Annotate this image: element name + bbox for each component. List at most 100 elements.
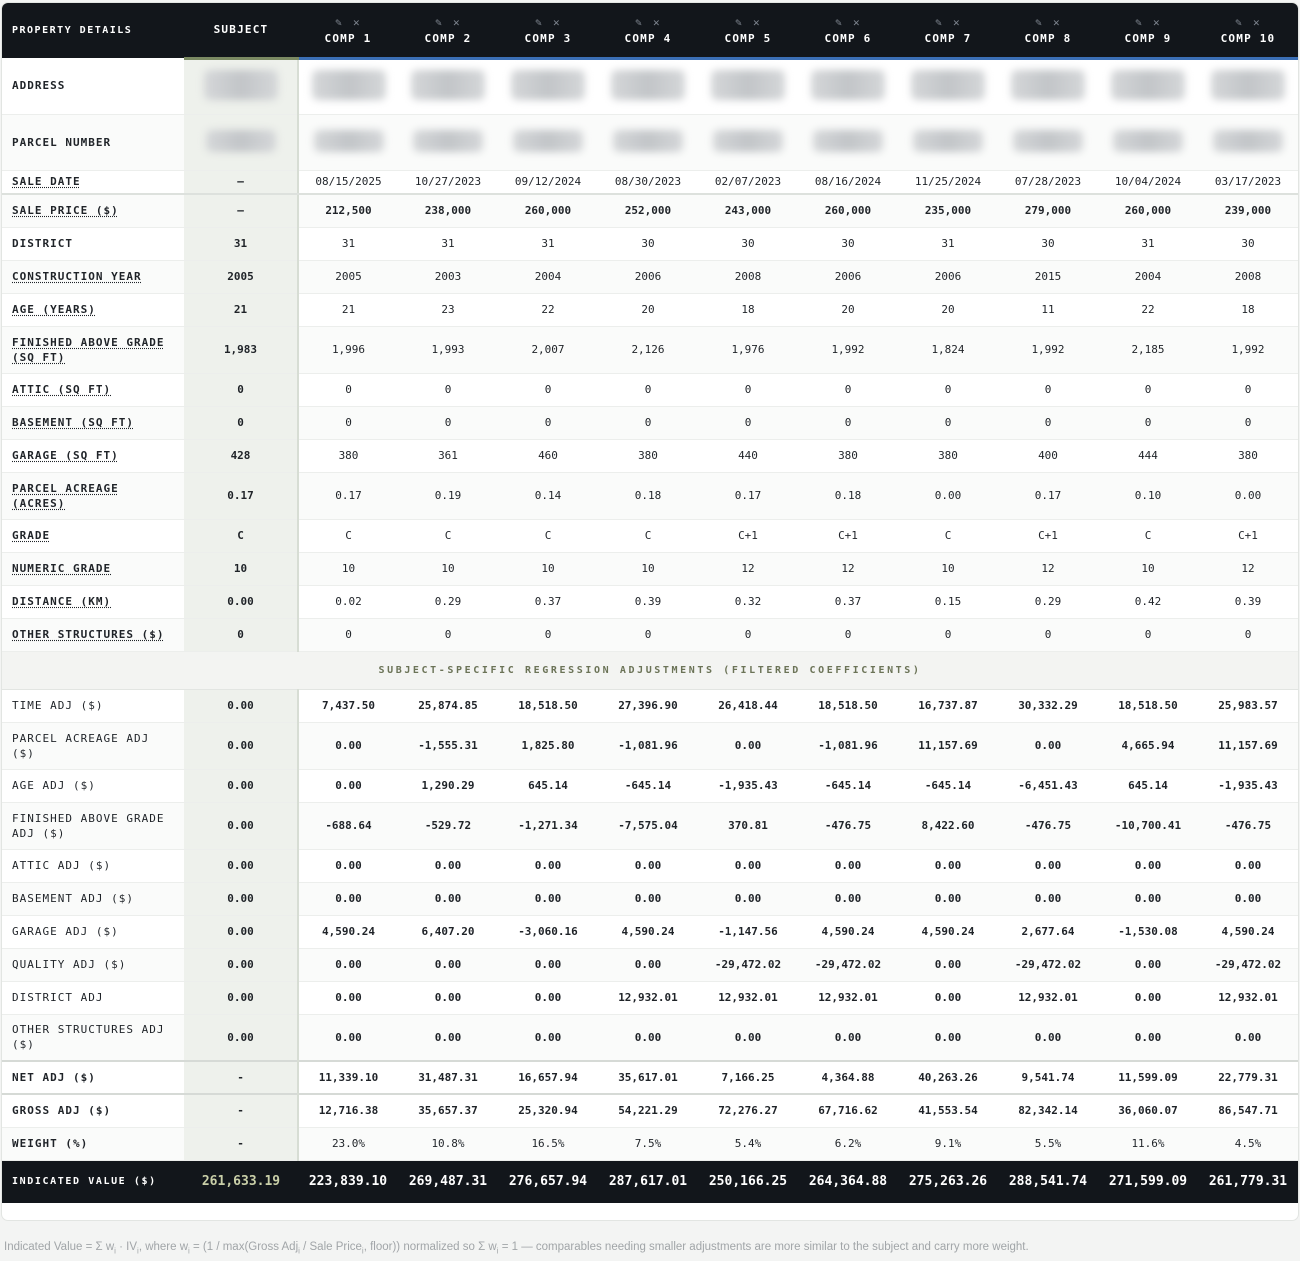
- comp-10-sale-date: 03/17/2023: [1198, 170, 1298, 195]
- comp-4-garage: 380: [598, 439, 698, 473]
- finished-above-grade-row: FINISHED ABOVE GRADE (SQ FT) 1,983 1,996 1,…: [2, 326, 1298, 374]
- comp-10-basement: 0: [1198, 406, 1298, 440]
- comparables-grid-card: PROPERTY DETAILS SUBJECT ✎ ✕ COMP 1 ✎ ✕ COMP …: [2, 3, 1298, 1220]
- comp-5-age: 18: [698, 293, 798, 327]
- comp-3-net-adj: 16,657.94: [498, 1060, 598, 1095]
- comp-8-weight: 5.5%: [998, 1127, 1098, 1161]
- comp-9-construction-year: 2004: [1098, 260, 1198, 294]
- district-label: DISTRICT: [2, 227, 184, 261]
- comp-4-other-structures-adj: 0.00: [598, 1014, 698, 1062]
- pencil-icon[interactable]: ✎: [1235, 15, 1243, 29]
- gross-adj-label: GROSS ADJ ($): [2, 1093, 184, 1128]
- comp-8-garage: 400: [998, 439, 1098, 473]
- pencil-icon[interactable]: ✎: [835, 15, 843, 29]
- property-details-header: PROPERTY DETAILS: [2, 3, 184, 58]
- close-icon[interactable]: ✕: [1253, 15, 1261, 29]
- comp-9-attic-adj: 0.00: [1098, 849, 1198, 883]
- close-icon[interactable]: ✕: [453, 15, 461, 29]
- pencil-icon[interactable]: ✎: [535, 15, 543, 29]
- address-row: ADDRESS: [2, 58, 1298, 115]
- close-icon[interactable]: ✕: [653, 15, 661, 29]
- close-icon[interactable]: ✕: [753, 15, 761, 29]
- close-icon[interactable]: ✕: [1053, 15, 1061, 29]
- comp-9-other-structures: 0: [1098, 618, 1198, 652]
- distance-row: DISTANCE (KM) 0.00 0.02 0.29 0.37 0.39 0.32 0.3…: [2, 585, 1298, 619]
- close-icon[interactable]: ✕: [953, 15, 961, 29]
- comp-10-time-adj: 25,983.57: [1198, 689, 1298, 723]
- section-title: SUBJECT-SPECIFIC REGRESSION ADJUSTMENTS …: [2, 651, 1298, 690]
- close-icon[interactable]: ✕: [553, 15, 561, 29]
- subject-sale-date: —: [184, 170, 299, 195]
- comp-8-indicated-value: 288,541.74: [998, 1160, 1098, 1203]
- comp-8-construction-year: 2015: [998, 260, 1098, 294]
- finished-above-grade-adj-label: FINISHED ABOVE GRADE ADJ ($): [2, 802, 184, 850]
- comp-9-age-adj: 645.14: [1098, 769, 1198, 803]
- comp-1-attic-adj: 0.00: [298, 849, 398, 883]
- comp-6-basement-adj: 0.00: [798, 882, 898, 916]
- comp-8-net-adj: 9,541.74: [998, 1060, 1098, 1095]
- comp-5-finished-above-grade: 1,976: [698, 326, 798, 374]
- comp-label: COMP 7: [924, 31, 972, 45]
- comp-9-distance: 0.42: [1098, 585, 1198, 619]
- row-label-text: CONSTRUCTION YEAR: [12, 270, 142, 283]
- comp-3-attic-adj: 0.00: [498, 849, 598, 883]
- close-icon[interactable]: ✕: [1153, 15, 1161, 29]
- pencil-icon[interactable]: ✎: [1035, 15, 1043, 29]
- redacted-value: [1113, 129, 1183, 152]
- comp-7-attic-adj: 0.00: [898, 849, 998, 883]
- comp-6-attic: 0: [798, 373, 898, 407]
- comp-6-gross-adj: 67,716.62: [798, 1093, 898, 1128]
- pencil-icon[interactable]: ✎: [435, 15, 443, 29]
- comp-8-address-redacted: [998, 58, 1098, 115]
- comp-6-numeric-grade: 12: [798, 552, 898, 586]
- time-adj-label: TIME ADJ ($): [2, 689, 184, 723]
- comp-3-age-adj: 645.14: [498, 769, 598, 803]
- pencil-icon[interactable]: ✎: [735, 15, 743, 29]
- close-icon[interactable]: ✕: [353, 15, 361, 29]
- redacted-value: [613, 129, 683, 152]
- comp-8-parcel-number-redacted: [998, 114, 1098, 171]
- redacted-value: [1211, 70, 1285, 100]
- comp-6-age-adj: -645.14: [798, 769, 898, 803]
- redacted-value: [513, 129, 583, 152]
- pencil-icon[interactable]: ✎: [935, 15, 943, 29]
- pencil-icon[interactable]: ✎: [1135, 15, 1143, 29]
- comp-9-parcel-acreage: 0.10: [1098, 472, 1198, 520]
- grade-label: GRADE: [2, 519, 184, 553]
- comp-9-garage-adj: -1,530.08: [1098, 915, 1198, 949]
- comp-7-other-structures-adj: 0.00: [898, 1014, 998, 1062]
- subject-age-adj: 0.00: [184, 769, 299, 803]
- age-adj-row: AGE ADJ ($) 0.00 0.00 1,290.29 645.14 -645.14…: [2, 769, 1298, 803]
- construction-year-label: CONSTRUCTION YEAR: [2, 260, 184, 294]
- comp-6-time-adj: 18,518.50: [798, 689, 898, 723]
- comp-3-grade: C: [498, 519, 598, 553]
- comp-9-attic: 0: [1098, 373, 1198, 407]
- subject-other-structures-adj: 0.00: [184, 1014, 299, 1062]
- comp-3-other-structures: 0: [498, 618, 598, 652]
- row-label-text: AGE (YEARS): [12, 303, 96, 316]
- pencil-icon[interactable]: ✎: [335, 15, 343, 29]
- pencil-icon[interactable]: ✎: [635, 15, 643, 29]
- comp-10-numeric-grade: 12: [1198, 552, 1298, 586]
- close-icon[interactable]: ✕: [853, 15, 861, 29]
- parcel-acreage-adj-label: PARCEL ACREAGE ADJ ($): [2, 722, 184, 770]
- gross-adj-row: GROSS ADJ ($) -12,716.38 35,657.37 25,320.9…: [2, 1093, 1298, 1128]
- comp-7-net-adj: 40,263.26: [898, 1060, 998, 1095]
- attic-label: ATTIC (SQ FT): [2, 373, 184, 407]
- comp-10-weight: 4.5%: [1198, 1127, 1298, 1161]
- comp-5-sale-price: 243,000: [698, 194, 798, 228]
- weighting-footnote: Indicated Value = Σ wi · IVi, where wi =…: [4, 1241, 1029, 1256]
- comp-7-time-adj: 16,737.87: [898, 689, 998, 723]
- comp-2-basement: 0: [398, 406, 498, 440]
- comp-5-weight: 5.4%: [698, 1127, 798, 1161]
- comp-7-distance: 0.15: [898, 585, 998, 619]
- redacted-value: [713, 129, 783, 152]
- comp-7-parcel-number-redacted: [898, 114, 998, 171]
- comp-4-address-redacted: [598, 58, 698, 115]
- quality-adj-label: QUALITY ADJ ($): [2, 948, 184, 982]
- comp-5-column-header: ✎ ✕ COMP 5: [698, 3, 798, 60]
- comp-4-age-adj: -645.14: [598, 769, 698, 803]
- comp-7-age-adj: -645.14: [898, 769, 998, 803]
- comp-10-quality-adj: -29,472.02: [1198, 948, 1298, 982]
- comp-3-numeric-grade: 10: [498, 552, 598, 586]
